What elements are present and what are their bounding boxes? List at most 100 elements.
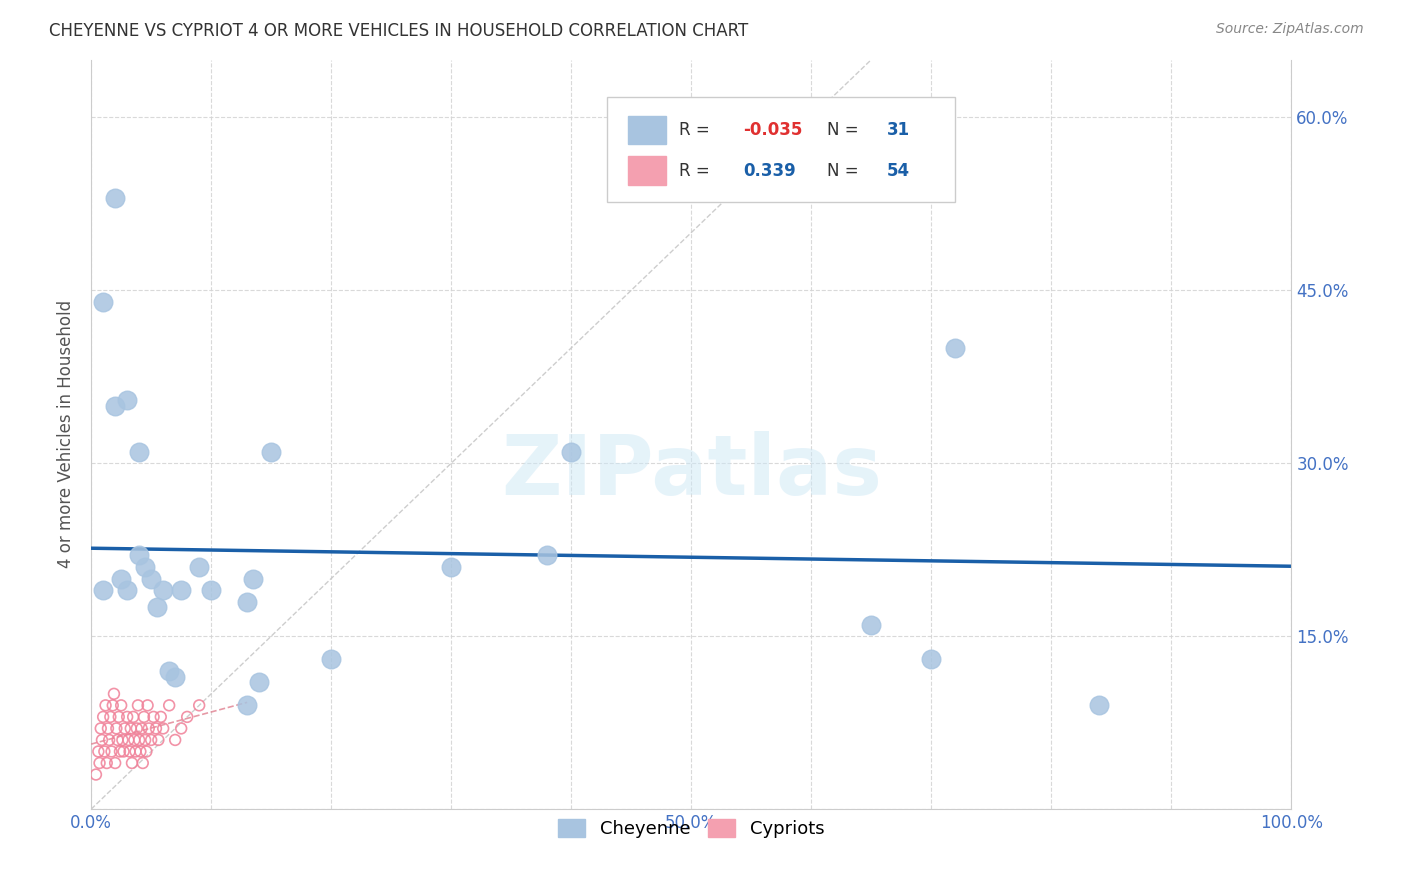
Bar bbox=[627, 116, 666, 145]
Point bbox=[98, 710, 121, 724]
Text: 0.339: 0.339 bbox=[742, 161, 796, 179]
Point bbox=[536, 549, 558, 563]
Point bbox=[135, 744, 157, 758]
Point bbox=[91, 733, 114, 747]
Point bbox=[141, 733, 163, 747]
Point bbox=[110, 572, 132, 586]
Point bbox=[127, 698, 149, 713]
Point bbox=[115, 710, 138, 724]
Point bbox=[129, 744, 152, 758]
Point bbox=[146, 600, 169, 615]
Point bbox=[440, 560, 463, 574]
Point bbox=[157, 698, 180, 713]
Point bbox=[111, 733, 134, 747]
Point bbox=[100, 744, 122, 758]
Point bbox=[84, 767, 107, 781]
Point bbox=[200, 582, 222, 597]
Point bbox=[125, 722, 148, 736]
Text: -0.035: -0.035 bbox=[742, 121, 803, 139]
Point bbox=[101, 698, 124, 713]
Point bbox=[148, 733, 170, 747]
Point bbox=[115, 392, 138, 407]
Text: R =: R = bbox=[679, 161, 716, 179]
Text: N =: N = bbox=[827, 121, 863, 139]
Text: ZIPatlas: ZIPatlas bbox=[501, 432, 882, 512]
Point bbox=[128, 549, 150, 563]
Point bbox=[120, 722, 142, 736]
Point bbox=[188, 698, 211, 713]
Point bbox=[121, 756, 143, 770]
Point bbox=[321, 652, 343, 666]
Point bbox=[152, 722, 174, 736]
Y-axis label: 4 or more Vehicles in Household: 4 or more Vehicles in Household bbox=[58, 301, 75, 568]
Point bbox=[860, 617, 883, 632]
Point bbox=[560, 444, 582, 458]
Point bbox=[132, 710, 155, 724]
Point bbox=[104, 399, 127, 413]
Point bbox=[124, 744, 146, 758]
Point bbox=[247, 675, 270, 690]
Point bbox=[108, 744, 131, 758]
Bar bbox=[627, 156, 666, 185]
Point bbox=[104, 756, 127, 770]
Point bbox=[93, 744, 115, 758]
Point bbox=[124, 733, 146, 747]
Point bbox=[115, 582, 138, 597]
Point bbox=[236, 594, 259, 608]
Point bbox=[98, 733, 121, 747]
Point bbox=[104, 191, 127, 205]
Text: 54: 54 bbox=[887, 161, 910, 179]
Point bbox=[943, 341, 966, 355]
Point bbox=[149, 710, 172, 724]
Text: R =: R = bbox=[679, 121, 716, 139]
Point bbox=[112, 744, 135, 758]
Point bbox=[90, 722, 112, 736]
Point bbox=[141, 572, 163, 586]
Point bbox=[103, 687, 125, 701]
Point bbox=[152, 582, 174, 597]
Point bbox=[91, 294, 114, 309]
Point bbox=[94, 698, 117, 713]
Point bbox=[1088, 698, 1111, 713]
Point bbox=[91, 582, 114, 597]
Point bbox=[145, 722, 167, 736]
Text: 31: 31 bbox=[887, 121, 910, 139]
Point bbox=[110, 698, 132, 713]
Point bbox=[138, 722, 160, 736]
Point bbox=[136, 698, 159, 713]
Point bbox=[920, 652, 942, 666]
Point bbox=[89, 756, 111, 770]
Point bbox=[134, 733, 156, 747]
Point bbox=[114, 722, 136, 736]
Point bbox=[122, 710, 145, 724]
Point bbox=[128, 733, 150, 747]
Point bbox=[134, 560, 156, 574]
Point bbox=[117, 733, 139, 747]
Point bbox=[157, 664, 180, 678]
Text: N =: N = bbox=[827, 161, 863, 179]
Point bbox=[170, 722, 193, 736]
Point bbox=[128, 444, 150, 458]
Point bbox=[165, 733, 187, 747]
Point bbox=[132, 756, 155, 770]
Point bbox=[242, 572, 264, 586]
Point bbox=[170, 582, 193, 597]
Point bbox=[96, 756, 118, 770]
FancyBboxPatch shape bbox=[607, 97, 955, 202]
Point bbox=[105, 722, 128, 736]
Text: CHEYENNE VS CYPRIOT 4 OR MORE VEHICLES IN HOUSEHOLD CORRELATION CHART: CHEYENNE VS CYPRIOT 4 OR MORE VEHICLES I… bbox=[49, 22, 748, 40]
Legend: Cheyenne, Cypriots: Cheyenne, Cypriots bbox=[551, 812, 832, 845]
Point bbox=[142, 710, 165, 724]
Point bbox=[91, 710, 114, 724]
Point bbox=[107, 733, 129, 747]
Point bbox=[176, 710, 198, 724]
Point bbox=[107, 710, 129, 724]
Point bbox=[87, 744, 110, 758]
Point bbox=[188, 560, 211, 574]
Point bbox=[118, 744, 141, 758]
Text: Source: ZipAtlas.com: Source: ZipAtlas.com bbox=[1216, 22, 1364, 37]
Point bbox=[165, 669, 187, 683]
Point bbox=[260, 444, 283, 458]
Point bbox=[131, 722, 153, 736]
Point bbox=[97, 722, 120, 736]
